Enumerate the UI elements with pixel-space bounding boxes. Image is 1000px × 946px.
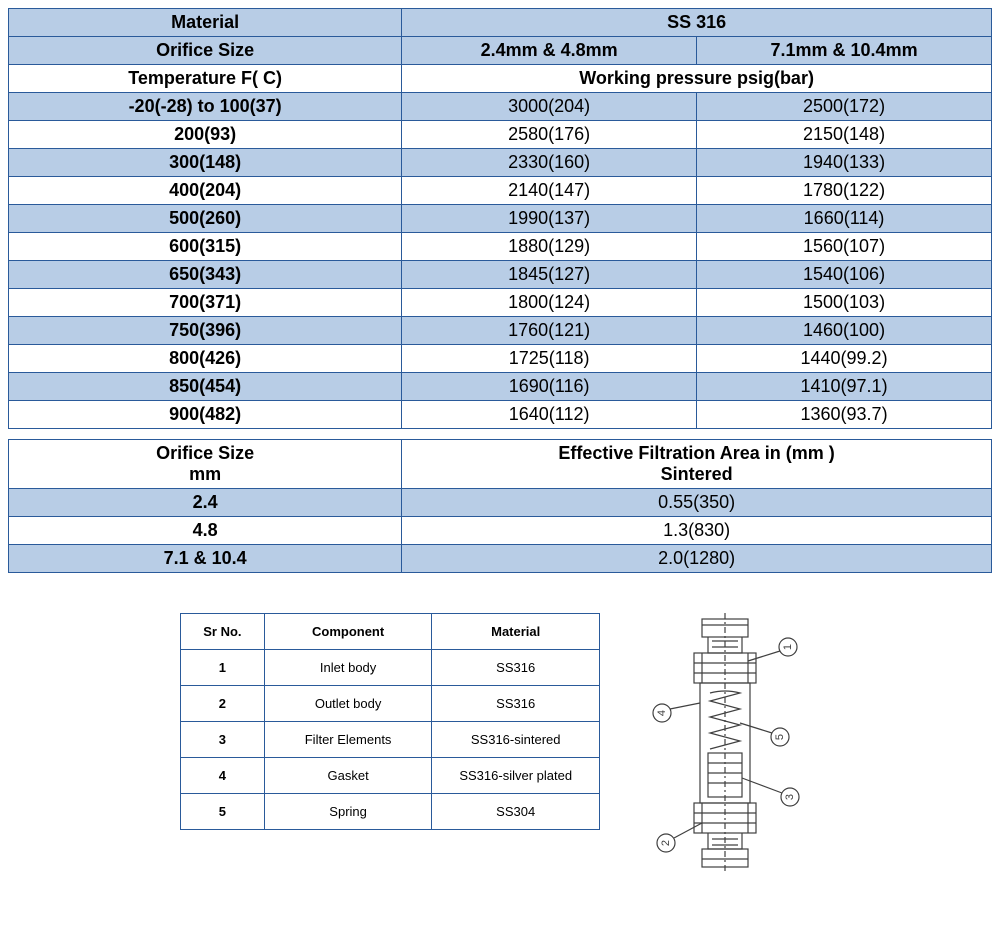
temp-cell: 500(260): [9, 205, 402, 233]
col-srno: Sr No.: [181, 614, 265, 650]
table-row: 2.40.55(350): [9, 489, 992, 517]
temp-cell: 700(371): [9, 289, 402, 317]
material-label: Material: [9, 9, 402, 37]
pressure-cell: 1460(100): [697, 317, 992, 345]
orifice-size-header: Orifice Sizemm: [9, 440, 402, 489]
temp-cell: 650(343): [9, 261, 402, 289]
size-cell: 7.1 & 10.4: [9, 545, 402, 573]
srno-cell: 1: [181, 650, 265, 686]
component-cell: Gasket: [264, 758, 432, 794]
table-row: 200(93)2580(176)2150(148): [9, 121, 992, 149]
pressure-cell: 1800(124): [402, 289, 697, 317]
table-row: 600(315)1880(129)1560(107): [9, 233, 992, 261]
temp-cell: 300(148): [9, 149, 402, 177]
temp-cell: 800(426): [9, 345, 402, 373]
pressure-cell: 1660(114): [697, 205, 992, 233]
diagram-label-2: 2: [660, 840, 672, 846]
table-row: 500(260)1990(137)1660(114): [9, 205, 992, 233]
orifice-col2: 7.1mm & 10.4mm: [697, 37, 992, 65]
pressure-cell: 1990(137): [402, 205, 697, 233]
temperature-label: Temperature F( C): [9, 65, 402, 93]
pressure-label: Working pressure psig(bar): [402, 65, 992, 93]
srno-cell: 3: [181, 722, 265, 758]
size-cell: 2.4: [9, 489, 402, 517]
table-row: 750(396)1760(121)1460(100): [9, 317, 992, 345]
srno-cell: 2: [181, 686, 265, 722]
table-row: 800(426)1725(118)1440(99.2): [9, 345, 992, 373]
pressure-cell: 1760(121): [402, 317, 697, 345]
pressure-cell: 1725(118): [402, 345, 697, 373]
srno-cell: 5: [181, 794, 265, 830]
table-row: 3Filter ElementsSS316-sintered: [181, 722, 600, 758]
table-row: 4.81.3(830): [9, 517, 992, 545]
orifice-size-label: Orifice Size: [9, 37, 402, 65]
table-row: 850(454)1690(116)1410(97.1): [9, 373, 992, 401]
pressure-cell: 1540(106): [697, 261, 992, 289]
table-row: 650(343)1845(127)1540(106): [9, 261, 992, 289]
diagram-label-3: 3: [784, 794, 796, 800]
table-row: 1Inlet bodySS316: [181, 650, 600, 686]
table-row: 7.1 & 10.42.0(1280): [9, 545, 992, 573]
component-cell: Inlet body: [264, 650, 432, 686]
pressure-cell: 1360(93.7): [697, 401, 992, 429]
filter-diagram: 1 4 5 3 2: [630, 613, 820, 913]
pressure-cell: 2150(148): [697, 121, 992, 149]
pressure-cell: 1440(99.2): [697, 345, 992, 373]
pressure-cell: 2580(176): [402, 121, 697, 149]
material-cell: SS304: [432, 794, 600, 830]
area-cell: 1.3(830): [402, 517, 992, 545]
temp-cell: 750(396): [9, 317, 402, 345]
table-row: 400(204)2140(147)1780(122): [9, 177, 992, 205]
material-value: SS 316: [402, 9, 992, 37]
pressure-cell: 2330(160): [402, 149, 697, 177]
filtration-area-header: Effective Filtration Area in (mm )Sinter…: [402, 440, 992, 489]
area-cell: 2.0(1280): [402, 545, 992, 573]
temp-cell: -20(-28) to 100(37): [9, 93, 402, 121]
pressure-cell: 1410(97.1): [697, 373, 992, 401]
col-component: Component: [264, 614, 432, 650]
pressure-cell: 1640(112): [402, 401, 697, 429]
pressure-cell: 1880(129): [402, 233, 697, 261]
material-cell: SS316-silver plated: [432, 758, 600, 794]
table-row: 2Outlet bodySS316: [181, 686, 600, 722]
temp-cell: 400(204): [9, 177, 402, 205]
table-row: 5SpringSS304: [181, 794, 600, 830]
material-cell: SS316-sintered: [432, 722, 600, 758]
table-row: 700(371)1800(124)1500(103): [9, 289, 992, 317]
size-cell: 4.8: [9, 517, 402, 545]
diagram-label-4: 4: [656, 710, 668, 716]
srno-cell: 4: [181, 758, 265, 794]
orifice-col1: 2.4mm & 4.8mm: [402, 37, 697, 65]
pressure-cell: 1940(133): [697, 149, 992, 177]
col-material: Material: [432, 614, 600, 650]
pressure-cell: 1560(107): [697, 233, 992, 261]
pressure-cell: 2140(147): [402, 177, 697, 205]
material-cell: SS316: [432, 650, 600, 686]
table-row: 300(148)2330(160)1940(133): [9, 149, 992, 177]
components-section: Sr No. Component Material 1Inlet bodySS3…: [8, 613, 992, 913]
component-cell: Filter Elements: [264, 722, 432, 758]
pressure-temperature-table: Material SS 316 Orifice Size 2.4mm & 4.8…: [8, 8, 992, 429]
pressure-cell: 1500(103): [697, 289, 992, 317]
temp-cell: 200(93): [9, 121, 402, 149]
temp-cell: 850(454): [9, 373, 402, 401]
component-cell: Outlet body: [264, 686, 432, 722]
material-cell: SS316: [432, 686, 600, 722]
temp-cell: 600(315): [9, 233, 402, 261]
pressure-cell: 1780(122): [697, 177, 992, 205]
table-row: 4GasketSS316-silver plated: [181, 758, 600, 794]
component-cell: Spring: [264, 794, 432, 830]
diagram-label-5: 5: [774, 734, 786, 740]
pressure-cell: 1690(116): [402, 373, 697, 401]
temp-cell: 900(482): [9, 401, 402, 429]
area-cell: 0.55(350): [402, 489, 992, 517]
table-row: -20(-28) to 100(37)3000(204)2500(172): [9, 93, 992, 121]
components-table: Sr No. Component Material 1Inlet bodySS3…: [180, 613, 600, 830]
filtration-area-table: Orifice Sizemm Effective Filtration Area…: [8, 439, 992, 573]
pressure-cell: 3000(204): [402, 93, 697, 121]
table-row: 900(482)1640(112)1360(93.7): [9, 401, 992, 429]
pressure-cell: 2500(172): [697, 93, 992, 121]
pressure-cell: 1845(127): [402, 261, 697, 289]
diagram-label-1: 1: [782, 644, 794, 650]
